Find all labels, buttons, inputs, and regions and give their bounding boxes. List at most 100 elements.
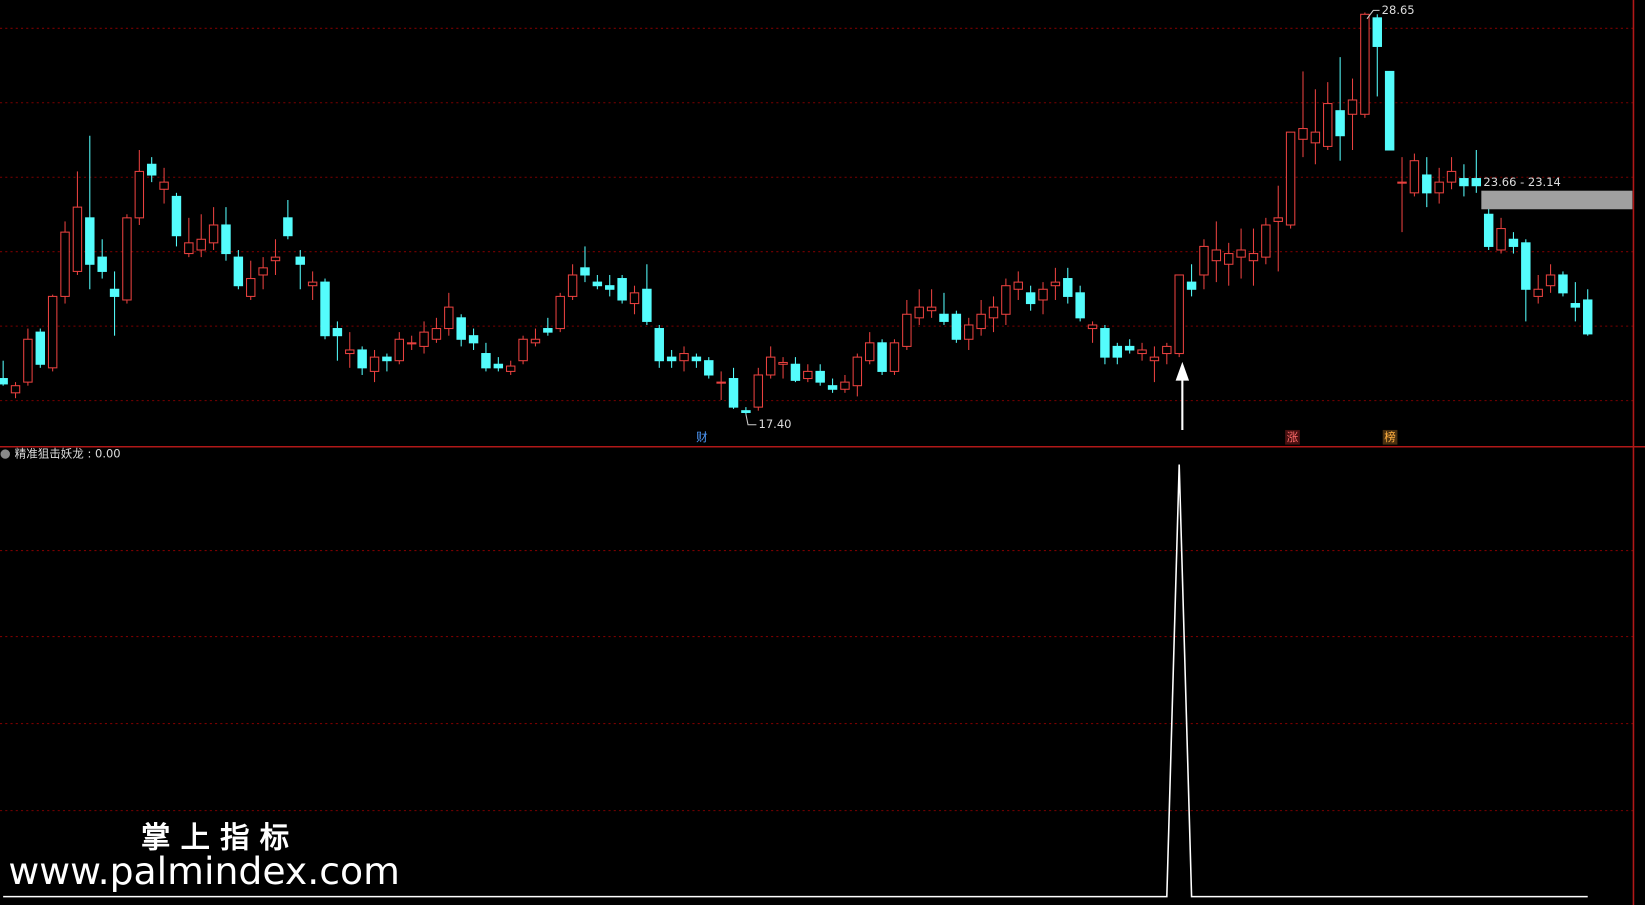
candle-body (1199, 245, 1209, 276)
candle-body (283, 217, 293, 237)
event-box (1285, 429, 1300, 445)
candle-body (184, 242, 194, 255)
watermark-url: www.palmindex.com (8, 849, 400, 893)
candle-body (35, 331, 46, 365)
candle-body (592, 281, 603, 287)
candle-body (877, 342, 887, 372)
candle-body (679, 353, 689, 362)
candle-body (1285, 131, 1296, 226)
candle-body (233, 256, 244, 287)
candle-body (1050, 281, 1061, 287)
candle-body (765, 356, 776, 376)
candle-body (518, 338, 528, 362)
max-annotation: 28.65 (1366, 3, 1415, 20)
event-label: 榜 (1384, 430, 1396, 444)
candle-body (159, 181, 169, 190)
candle-body (1471, 178, 1482, 187)
candle-body (1063, 278, 1073, 297)
candle-body (270, 256, 281, 262)
candle-body (493, 363, 504, 369)
candle-body (1174, 274, 1184, 355)
candle-body (1100, 328, 1110, 358)
candle-body (109, 288, 120, 297)
candle-body (617, 278, 627, 301)
candle-body (431, 328, 442, 340)
candle-body (246, 278, 256, 297)
candle-body (419, 331, 429, 347)
min-annotation: 17.40 (745, 414, 792, 431)
candles (0, 12, 1593, 415)
candle-body (778, 361, 788, 365)
candle-body (1384, 70, 1395, 151)
candle-body (1137, 349, 1147, 355)
candle-body (394, 338, 405, 362)
candle-body (939, 313, 949, 322)
candle-body (1397, 181, 1407, 184)
candle-body (964, 324, 974, 340)
candle-body (357, 349, 367, 369)
min-label: 17.40 (759, 417, 792, 431)
event-label: 涨 (1287, 430, 1299, 444)
candle-body (864, 342, 875, 362)
candle-body (122, 217, 132, 301)
candle-body (47, 295, 58, 369)
candle-body (444, 306, 454, 330)
candle-body (468, 335, 479, 344)
candle-body (1459, 178, 1469, 187)
candle-body (1347, 99, 1358, 115)
candle-body (1335, 110, 1345, 137)
candle-body (1273, 217, 1283, 222)
candle-body (926, 306, 937, 312)
candle-body (840, 381, 850, 390)
candle-body (134, 170, 145, 219)
candle-body (10, 385, 21, 394)
candle-body (1446, 170, 1457, 183)
candle-body (1508, 238, 1519, 247)
candle-body (1372, 17, 1382, 47)
candle-body (60, 231, 70, 297)
candle-body (320, 281, 330, 337)
annotation-leader (745, 414, 757, 426)
candle-body (1483, 213, 1494, 247)
candle-body (1075, 292, 1085, 319)
candle-body (72, 206, 83, 272)
candle-body (1496, 228, 1506, 251)
candle-body (1434, 181, 1444, 194)
candle-body (1038, 288, 1048, 301)
range-band (1481, 190, 1633, 210)
candle-body (580, 267, 590, 276)
candle-body (1162, 345, 1172, 355)
candle-body (332, 328, 343, 337)
candle-body (654, 328, 664, 362)
candle-body (753, 374, 764, 408)
indicator-icon[interactable] (0, 449, 10, 459)
candle-body (171, 195, 182, 237)
candle-body (307, 281, 318, 287)
event-label: 财 (696, 430, 708, 444)
candle-body (1582, 299, 1593, 335)
candle-body (196, 238, 206, 251)
candle-body (815, 370, 825, 383)
watermark-title: 掌 上 指 标 (141, 820, 289, 854)
candle-body (1087, 324, 1098, 330)
candle-body (988, 306, 999, 319)
candle-body (1533, 288, 1543, 297)
signal-arrow (1175, 361, 1190, 430)
indicator-label: 精准狙击妖龙 : 0.00 (15, 447, 121, 461)
candle-body (23, 338, 33, 383)
candle-body (406, 342, 417, 345)
annotation-leader (1366, 9, 1380, 20)
candle-body (728, 378, 739, 408)
indicator-line (3, 464, 1588, 898)
candle-body (691, 356, 702, 362)
candle-body (369, 356, 380, 372)
candle-body (0, 378, 8, 385)
candle-body (1236, 249, 1246, 258)
candle-body (530, 338, 541, 344)
event-box (694, 429, 710, 445)
candle-body (1310, 131, 1321, 144)
candle-body (704, 360, 714, 376)
candle-body (146, 163, 157, 176)
